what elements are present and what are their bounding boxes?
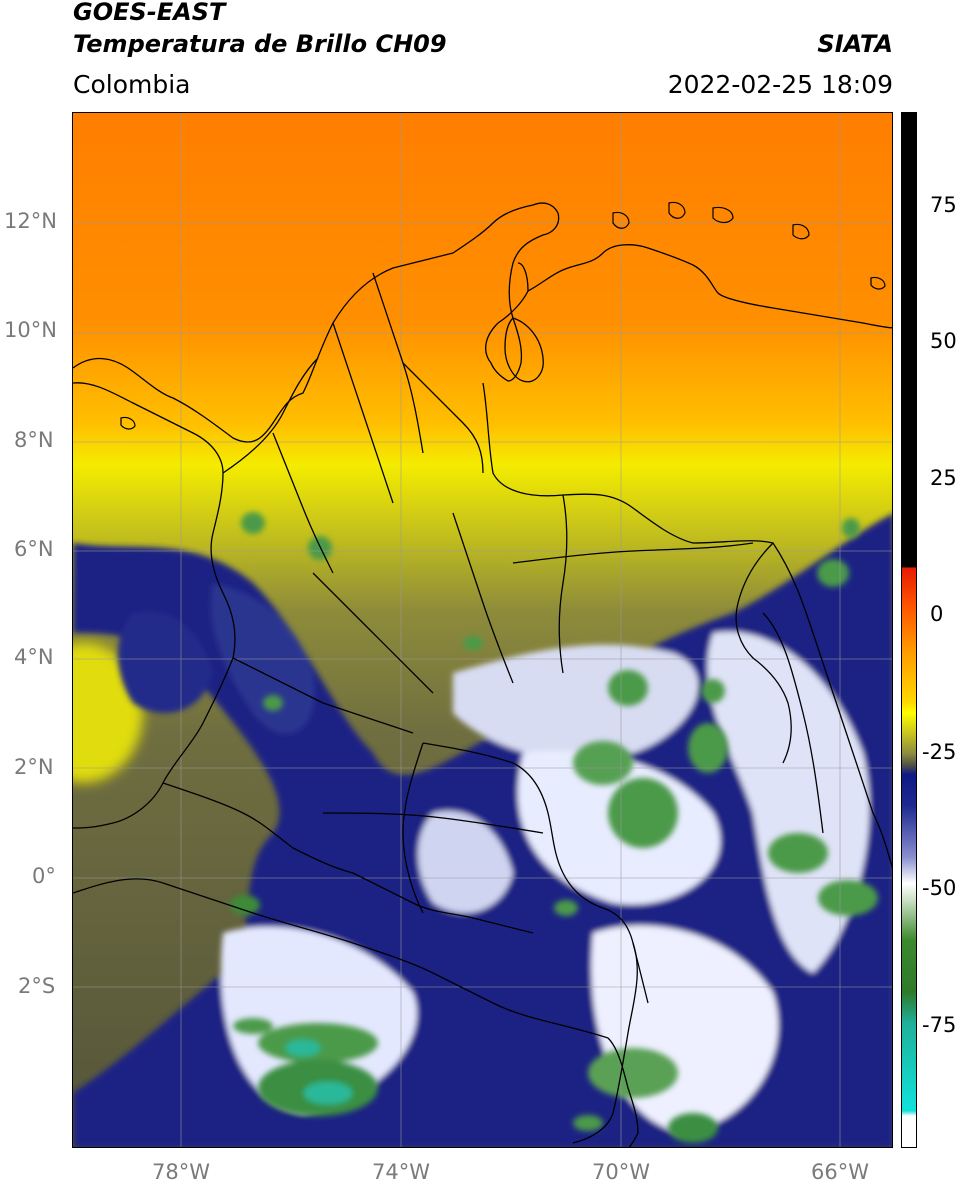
lat-tick-8n: 8°N [14,428,54,452]
andes-dept-2 [272,432,334,574]
andes-dept-1 [222,357,319,474]
lat-tick-2s: 2°S [18,974,56,998]
colorbar-tick-0: 0 [930,602,944,626]
islands [120,201,886,430]
colorbar-tick-neg50: -50 [922,876,957,900]
temperature-colorbar [901,112,917,1148]
gridlines [73,113,892,1147]
timestamp-label: 2022-02-25 18:09 [667,70,893,99]
andes-dept-3 [332,322,394,504]
colorbar-tick-25: 25 [930,466,957,490]
ecuador-colombia [162,782,534,934]
lon-tick-78w: 78°W [152,1160,210,1184]
title-satellite: GOES-EAST [73,0,226,26]
lon-tick-66w: 66°W [811,1160,869,1184]
andes-dept-7 [232,657,414,734]
very-cold-tops [230,512,878,1143]
title-product: Temperatura de Brillo CH09 [73,30,447,58]
peru-brazil [572,942,638,1144]
cold-clouds [73,514,892,1147]
lat-tick-6n: 6°N [14,537,54,561]
region-label: Colombia [73,70,191,99]
colorbar-tick-neg75: -75 [922,1013,957,1037]
lat-tick-12n: 12°N [4,209,57,233]
panama-colombia [73,382,236,829]
lon-tick-70w: 70°W [592,1160,650,1184]
colorbar-gradient [902,113,916,1147]
lat-tick-0: 0° [32,864,56,888]
llanos-dept-2 [558,494,568,674]
andes-dept-8 [452,512,514,684]
political-borders [73,202,892,1147]
venezuela-coast [527,244,892,329]
guyana-border [762,612,824,834]
map-image [73,113,892,1147]
andes-dept-5 [402,362,484,474]
lat-tick-4n: 4°N [14,645,54,669]
amazon-dept [402,742,424,914]
caribbean-coast [73,202,560,443]
colombia-brazil [422,742,649,1004]
brazil-venezuela [772,542,892,869]
maracaibo-lake [504,317,544,383]
amazon-dept-2 [322,812,544,834]
lon-tick-74w: 74°W [372,1160,430,1184]
andes-dept-6 [312,572,434,694]
satellite-map [72,112,893,1148]
lat-tick-2n: 2°N [14,755,54,779]
colorbar-tick-75: 75 [930,193,957,217]
llanos-dept [512,542,754,564]
ecuador-peru [73,878,639,1147]
lat-tick-10n: 10°N [4,318,57,342]
colorbar-tick-neg25: -25 [922,740,957,764]
colorbar-tick-50: 50 [930,329,957,353]
brand-label: SIATA [817,30,893,58]
coldest-cores [285,1039,353,1105]
colombia-venezuela [482,382,792,764]
